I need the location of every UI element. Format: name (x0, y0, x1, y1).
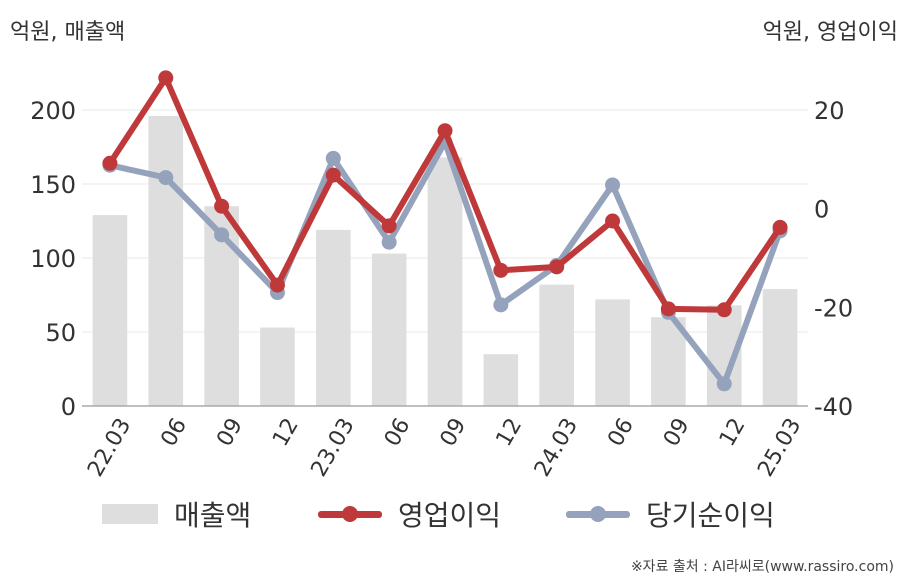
right-tick-label: -40 (814, 393, 853, 421)
bar-revenue (315, 229, 351, 406)
bar-revenue (539, 284, 575, 406)
point-operating-profit (158, 70, 174, 86)
left-tick-label: 200 (30, 97, 76, 125)
legend-item-net-income: 당기순이익 (566, 492, 775, 536)
legend-swatch-operating-profit (318, 504, 382, 524)
point-operating-profit (381, 218, 397, 234)
bar-revenue (260, 327, 295, 406)
point-net-income (214, 227, 230, 243)
x-tick-label: 06 (603, 414, 639, 451)
bar-revenue (651, 317, 686, 406)
x-tick-label: 09 (212, 414, 248, 451)
point-operating-profit (102, 155, 118, 171)
point-operating-profit (772, 219, 788, 235)
right-tick-label: 0 (814, 196, 829, 224)
point-net-income (325, 150, 341, 166)
x-tick-label: 12 (715, 414, 751, 451)
source-note: ※자료 출처 : AI라씨로(www.rassiro.com) (630, 559, 894, 575)
x-tick-label: 09 (659, 414, 695, 451)
x-tick-label: 24.03 (530, 414, 583, 481)
legend-item-operating-profit: 영업이익 (318, 492, 501, 536)
point-net-income (605, 177, 621, 193)
bar-revenue (483, 354, 519, 406)
point-operating-profit (605, 213, 621, 229)
left-tick-label: 0 (61, 393, 76, 421)
bar-revenue (427, 157, 463, 406)
legend-label-net-income: 당기순이익 (646, 499, 775, 532)
x-tick-label: 06 (380, 414, 416, 451)
legend: 매출액 영업이익 당기순이익 (0, 492, 908, 536)
point-operating-profit (325, 167, 341, 183)
bar-revenue (762, 289, 798, 406)
bar-revenue (148, 115, 184, 407)
x-tick-label: 22.03 (83, 414, 136, 481)
point-operating-profit (549, 259, 565, 275)
legend-item-revenue: 매출액 (102, 492, 251, 536)
bar-revenue (92, 215, 128, 406)
legend-swatch-net-income (566, 504, 630, 524)
point-operating-profit (716, 302, 732, 318)
legend-label-operating-profit: 영업이익 (398, 499, 502, 532)
point-net-income (158, 170, 174, 186)
left-tick-label: 50 (45, 319, 76, 347)
x-tick-label: 25.03 (753, 414, 806, 481)
right-axis-unit: 억원, 영업이익 (762, 20, 898, 45)
bar-revenue (371, 253, 407, 406)
legend-swatch-revenue (102, 504, 158, 524)
point-operating-profit (493, 262, 509, 278)
left-tick-label: 150 (30, 171, 76, 199)
point-net-income (381, 234, 397, 250)
point-operating-profit (437, 123, 453, 139)
point-net-income (493, 297, 509, 313)
right-tick-label: -20 (814, 294, 853, 322)
x-tick-label: 12 (268, 414, 304, 451)
right-tick-label: 20 (814, 97, 845, 125)
x-tick-label: 12 (492, 414, 528, 451)
legend-label-revenue: 매출액 (174, 499, 252, 532)
left-axis-unit: 억원, 매출액 (10, 20, 126, 45)
x-tick-label: 09 (436, 414, 472, 451)
x-tick-label: 06 (156, 414, 192, 451)
left-tick-label: 100 (30, 245, 76, 273)
point-operating-profit (660, 301, 676, 317)
point-net-income (716, 376, 732, 392)
point-operating-profit (214, 198, 230, 214)
bar-revenue (595, 299, 630, 406)
point-operating-profit (269, 277, 285, 293)
x-tick-label: 23.03 (307, 414, 360, 481)
